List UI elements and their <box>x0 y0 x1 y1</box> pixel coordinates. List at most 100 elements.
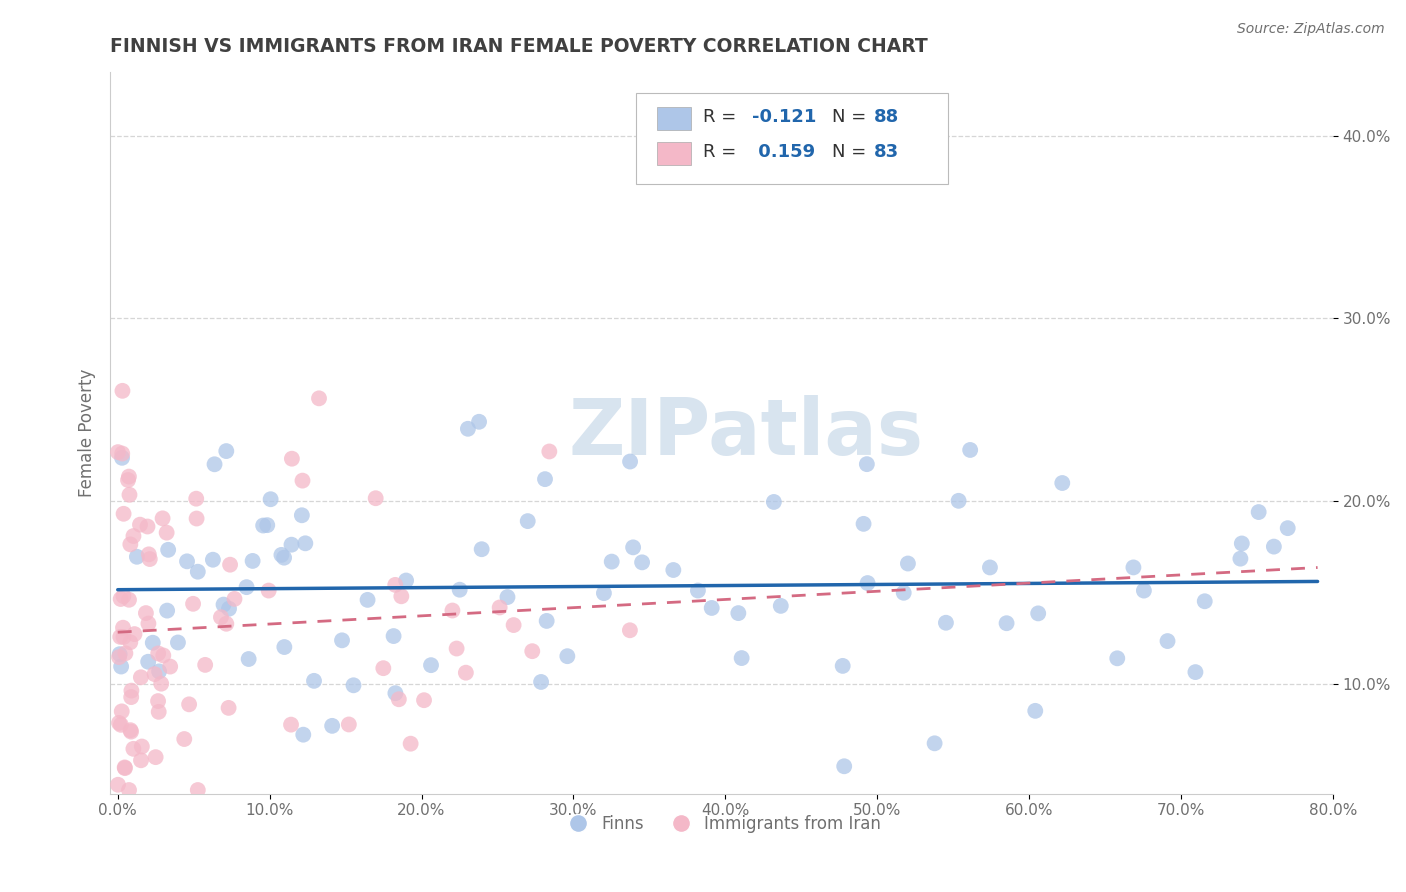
Point <box>496 590 519 604</box>
Point <box>337 717 360 731</box>
Point <box>136 655 159 669</box>
Point <box>389 589 412 603</box>
Point <box>145 750 167 764</box>
Point <box>522 644 544 658</box>
Point <box>631 555 654 569</box>
Point <box>148 647 170 661</box>
Point <box>291 474 314 488</box>
Text: 83: 83 <box>875 143 900 161</box>
Point <box>118 469 141 483</box>
Point <box>111 446 134 460</box>
Point <box>187 783 209 797</box>
Point <box>471 542 494 557</box>
Point <box>330 633 353 648</box>
Point <box>131 739 153 754</box>
Point <box>395 574 418 588</box>
Point <box>446 641 468 656</box>
Point <box>856 457 879 471</box>
Point <box>215 616 238 631</box>
Point <box>388 692 411 706</box>
Point <box>110 630 132 644</box>
FancyBboxPatch shape <box>657 142 690 165</box>
Text: -0.121: -0.121 <box>752 108 817 127</box>
Text: 0.159: 0.159 <box>752 143 815 161</box>
Point <box>242 554 264 568</box>
Point <box>112 630 135 644</box>
Point <box>135 606 157 620</box>
Point <box>700 601 723 615</box>
Point <box>114 646 136 660</box>
Point <box>179 698 201 712</box>
Point <box>252 518 274 533</box>
Point <box>280 538 302 552</box>
Point <box>212 598 235 612</box>
Point <box>302 673 325 688</box>
Point <box>156 525 179 540</box>
Point <box>1277 521 1299 535</box>
Point <box>129 753 152 767</box>
Point <box>1024 704 1046 718</box>
Point <box>727 606 749 620</box>
Point <box>1133 583 1156 598</box>
Point <box>111 384 134 398</box>
Point <box>948 493 970 508</box>
Text: R =: R = <box>703 143 742 161</box>
Point <box>1107 651 1129 665</box>
Point <box>122 529 145 543</box>
FancyBboxPatch shape <box>657 107 690 130</box>
Point <box>769 599 792 613</box>
Point <box>449 582 471 597</box>
Point <box>111 450 134 465</box>
Point <box>468 415 491 429</box>
Point <box>138 616 160 631</box>
Point <box>1052 475 1074 490</box>
Point <box>280 717 302 731</box>
Point <box>259 492 281 507</box>
Point <box>619 624 641 638</box>
Point <box>156 604 179 618</box>
Point <box>224 591 246 606</box>
Point <box>148 705 170 719</box>
Point <box>143 667 166 681</box>
Point <box>129 670 152 684</box>
Point <box>107 778 129 792</box>
Point <box>516 514 538 528</box>
Point <box>534 472 557 486</box>
Point <box>118 592 141 607</box>
Point <box>420 658 443 673</box>
Point <box>342 678 364 692</box>
Point <box>399 737 422 751</box>
Point <box>1122 560 1144 574</box>
Point <box>111 621 134 635</box>
Point <box>187 565 209 579</box>
Point <box>118 783 141 797</box>
Point <box>120 635 142 649</box>
Point <box>454 665 477 680</box>
Y-axis label: Female Poverty: Female Poverty <box>79 368 96 497</box>
Point <box>194 657 217 672</box>
Point <box>138 547 160 561</box>
Point <box>384 686 406 700</box>
Point <box>219 558 242 572</box>
Point <box>167 635 190 649</box>
Point <box>117 473 139 487</box>
Point <box>270 548 292 562</box>
Point <box>107 445 129 459</box>
Point <box>686 583 709 598</box>
Point <box>382 629 405 643</box>
Point <box>364 491 387 506</box>
Point <box>139 552 162 566</box>
Point <box>935 615 957 630</box>
Point <box>730 651 752 665</box>
Point <box>413 693 436 707</box>
Point <box>897 557 920 571</box>
Point <box>204 457 226 471</box>
Point <box>120 683 142 698</box>
Text: ZIPatlas: ZIPatlas <box>568 395 924 471</box>
Point <box>152 511 174 525</box>
Point <box>108 715 131 730</box>
Point <box>124 627 146 641</box>
Point <box>373 661 395 675</box>
Point <box>129 517 152 532</box>
Point <box>215 444 238 458</box>
